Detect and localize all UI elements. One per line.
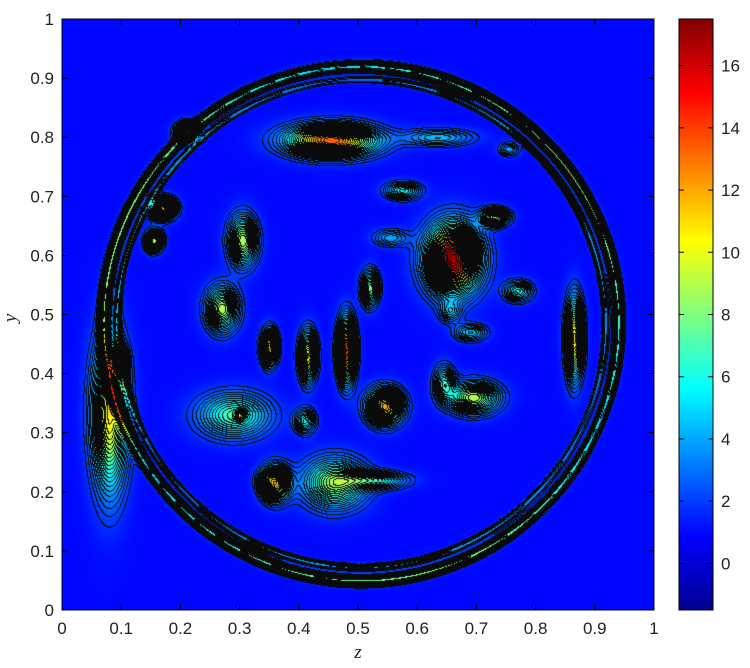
x-tick-label: 0.3 xyxy=(228,619,252,638)
y-tick-label: 0 xyxy=(45,601,54,620)
colorbar-tick-label: 12 xyxy=(721,181,740,200)
x-tick-label: 0.6 xyxy=(405,619,429,638)
colorbar-tick-label: 14 xyxy=(721,119,740,138)
x-tick-label: 0 xyxy=(57,619,66,638)
contour-field xyxy=(62,19,654,610)
y-tick-label: 0.1 xyxy=(30,542,54,561)
y-tick-label: 0.7 xyxy=(30,187,54,206)
x-tick-label: 0.9 xyxy=(583,619,607,638)
colorbar-ticks: 0 2 4 6 8 10 12 14 16 xyxy=(679,57,740,573)
colorbar xyxy=(678,18,714,611)
y-tick-label: 0.8 xyxy=(30,128,54,147)
x-tick-label: 1 xyxy=(649,619,658,638)
x-tick-label: 0.7 xyxy=(465,619,489,638)
colorbar-tick-label: 2 xyxy=(721,492,730,511)
y-axis-ticks: 0 0.1 0.2 0.3 0.4 0.5 0.6 0.7 0.8 0.9 1 xyxy=(30,10,654,620)
colorbar-tick-label: 4 xyxy=(721,430,730,449)
y-tick-label: 0.3 xyxy=(30,424,54,443)
y-tick-label: 1 xyxy=(45,10,54,29)
colorbar-tick-label: 6 xyxy=(721,368,730,387)
y-tick-label: 0.9 xyxy=(30,69,54,88)
x-tick-label: 0.8 xyxy=(524,619,548,638)
y-axis-label: y xyxy=(0,313,21,324)
y-tick-label: 0.6 xyxy=(30,246,54,265)
x-tick-label: 0.2 xyxy=(169,619,193,638)
y-tick-label: 0.2 xyxy=(30,483,54,502)
x-tick-label: 0.5 xyxy=(346,619,370,638)
colorbar-tick-label: 8 xyxy=(721,306,730,325)
colorbar-tick-label: 0 xyxy=(721,554,730,573)
x-axis-label: z xyxy=(353,642,362,663)
x-axis-ticks: 0 0.1 0.2 0.3 0.4 0.5 0.6 0.7 0.8 0.9 1 xyxy=(57,19,659,638)
y-tick-label: 0.5 xyxy=(30,306,54,325)
colorbar-tick-label: 16 xyxy=(721,57,740,76)
x-tick-label: 0.1 xyxy=(109,619,133,638)
colorbar-tick-label: 10 xyxy=(721,243,740,262)
y-tick-label: 0.4 xyxy=(30,365,54,384)
x-tick-label: 0.4 xyxy=(287,619,311,638)
